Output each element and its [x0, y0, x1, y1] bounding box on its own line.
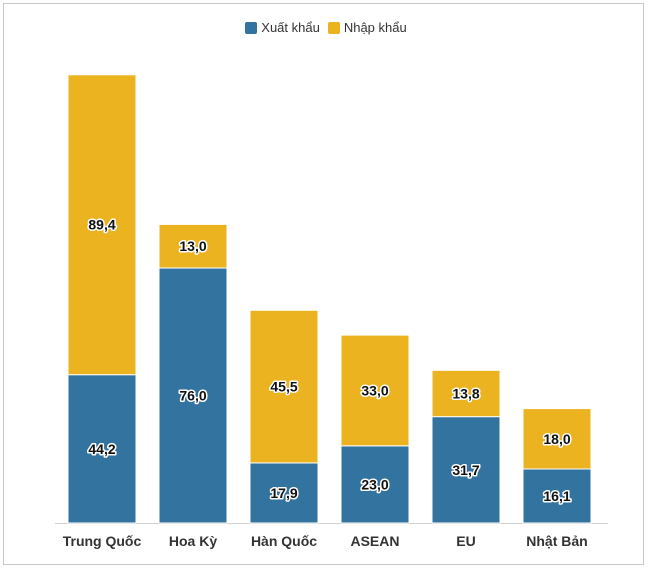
category-label-0: Trung Quốc	[63, 533, 142, 549]
data-label-import-4: 13,8	[452, 385, 479, 401]
bar-export-0[interactable]	[67, 374, 137, 524]
category-label-2: Hàn Quốc	[251, 533, 317, 549]
data-label-import-2: 45,5	[270, 379, 297, 395]
data-label-import-3: 33,0	[361, 382, 388, 398]
category-label-4: EU	[456, 533, 475, 549]
data-label-export-1: 76,0	[179, 388, 206, 404]
data-label-export-3: 23,0	[361, 476, 388, 492]
category-label-1: Hoa Kỳ	[169, 533, 217, 549]
bar-import-1[interactable]	[158, 223, 228, 269]
legend-label-export: Xuất khẩu	[261, 20, 320, 35]
bar-import-3[interactable]	[340, 334, 410, 447]
chart-legend: Xuất khẩu Nhập khẩu	[0, 20, 652, 35]
data-label-import-5: 18,0	[543, 431, 570, 447]
data-label-import-1: 13,0	[179, 238, 206, 254]
data-label-export-4: 31,7	[452, 462, 479, 478]
bar-import-4[interactable]	[431, 369, 501, 418]
legend-label-import: Nhập khẩu	[343, 20, 407, 35]
category-label-5: Nhật Bản	[526, 533, 587, 549]
legend-swatch-export	[245, 21, 258, 34]
category-label-3: ASEAN	[350, 533, 399, 549]
bar-import-0[interactable]	[67, 74, 137, 376]
bar-import-2[interactable]	[249, 309, 319, 464]
data-label-export-0: 44,2	[88, 441, 115, 457]
bar-export-5[interactable]	[522, 468, 592, 524]
bar-import-5[interactable]	[522, 408, 592, 470]
data-label-import-0: 89,4	[88, 217, 115, 233]
legend-item-import: Nhập khẩu	[327, 20, 407, 35]
bar-export-2[interactable]	[249, 462, 319, 524]
data-label-export-2: 17,9	[270, 485, 297, 501]
legend-item-export: Xuất khẩu	[245, 20, 320, 35]
data-label-export-5: 16,1	[543, 488, 570, 504]
bar-export-3[interactable]	[340, 445, 410, 524]
legend-swatch-import	[327, 21, 340, 34]
